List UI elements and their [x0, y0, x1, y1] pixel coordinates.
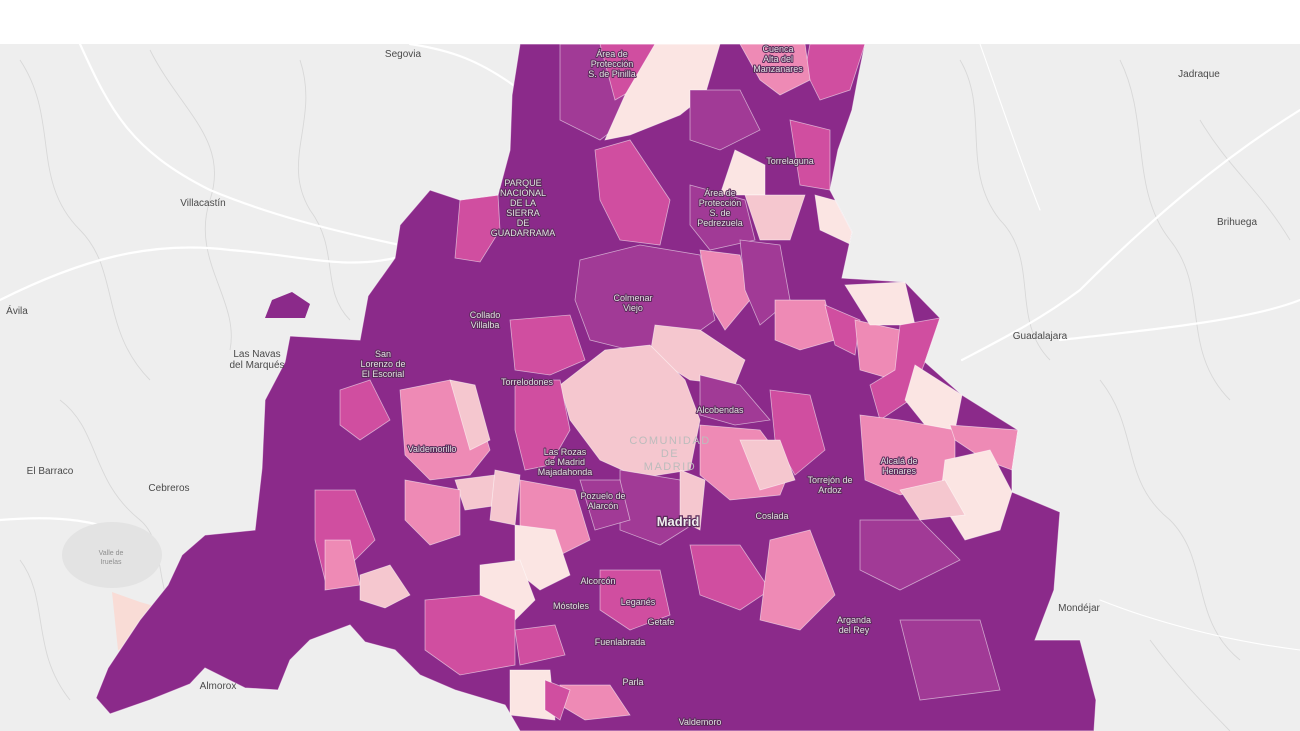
terrain-lines: [19, 49, 1291, 731]
municipality-exclave[interactable]: [265, 292, 310, 318]
road-network: [0, 44, 1300, 651]
place-label-inside[interactable]: Fuenlabrada: [594, 636, 647, 648]
place-label-outside[interactable]: Mondéjar: [1058, 603, 1100, 614]
municipality[interactable]: [594, 139, 671, 246]
place-label-inside[interactable]: Leganés: [620, 596, 657, 608]
municipality[interactable]: [339, 379, 391, 441]
place-label-inside[interactable]: Las Rozas de Madrid Majadahonda: [537, 446, 594, 478]
place-label-inside[interactable]: Coslada: [754, 510, 789, 522]
municipality[interactable]: [544, 679, 571, 721]
inside-place-labels: Área de Protección S. de Pinilla Cuenca Alta…: [359, 44, 918, 728]
municipality[interactable]: [699, 374, 771, 426]
top-white-band: [0, 0, 1300, 44]
municipality[interactable]: [489, 469, 521, 526]
municipality[interactable]: [739, 439, 796, 491]
park-label: Valle de Iruelas: [99, 550, 124, 566]
region-label: COMUNIDAD DE MADRID: [629, 435, 710, 473]
place-label-outside[interactable]: Segovia: [385, 49, 422, 60]
place-label-inside[interactable]: San Lorenzo de El Escorial: [359, 348, 406, 380]
place-label-outside[interactable]: El Barraco: [27, 466, 74, 477]
municipality[interactable]: [689, 184, 756, 251]
municipality[interactable]: [449, 379, 491, 451]
municipality[interactable]: [739, 44, 811, 96]
municipality[interactable]: [604, 44, 721, 141]
municipality[interactable]: [424, 594, 516, 676]
place-label-inside[interactable]: Getafe: [646, 616, 675, 628]
place-label-inside[interactable]: Área de Protección S. de Pedrezuela: [696, 187, 744, 229]
municipality[interactable]: [744, 194, 806, 241]
municipality[interactable]: [509, 669, 556, 721]
place-label-inside[interactable]: Alcorcón: [579, 575, 616, 587]
municipality[interactable]: [774, 299, 836, 351]
municipality[interactable]: [514, 624, 566, 666]
place-label-inside[interactable]: Cuenca Alta del Manzanares: [752, 44, 804, 75]
capital-label[interactable]: Madrid: [655, 513, 700, 530]
place-label-inside[interactable]: Torrejón de Ardoz: [806, 474, 853, 496]
municipality[interactable]: [579, 479, 631, 531]
place-label-inside[interactable]: Arganda del Rey: [836, 614, 872, 636]
municipality[interactable]: [899, 619, 1001, 701]
place-label-inside[interactable]: Colmenar Viejo: [612, 292, 653, 314]
place-label-inside[interactable]: Valdemoro: [678, 716, 723, 728]
place-label-outside[interactable]: Almorox: [200, 681, 237, 692]
place-label-inside[interactable]: Torrelodones: [500, 376, 555, 388]
place-label-outside[interactable]: Las Navas del Marqués: [229, 349, 284, 371]
place-label-inside[interactable]: Parla: [621, 676, 644, 688]
municipality[interactable]: [689, 544, 771, 611]
place-label-inside[interactable]: Área de Protección S. de Pinilla: [587, 48, 637, 80]
park-area: [62, 522, 162, 588]
municipality[interactable]: [824, 304, 861, 356]
place-label-outside[interactable]: Brihuega: [1217, 217, 1257, 228]
municipality[interactable]: [514, 379, 571, 471]
municipality[interactable]: [679, 469, 706, 531]
municipality[interactable]: [899, 479, 966, 521]
place-label-inside[interactable]: Móstoles: [552, 600, 591, 612]
place-label-inside[interactable]: Collado Villalba: [469, 309, 502, 331]
municipality[interactable]: [559, 344, 701, 479]
municipality[interactable]: [759, 529, 836, 631]
place-label-outside[interactable]: Cebreros: [148, 483, 189, 494]
municipality[interactable]: [949, 424, 1019, 471]
map-canvas[interactable]: Segovia Jadraque Villacastín Brihuega Ávila G…: [0, 44, 1300, 731]
place-label-inside[interactable]: Valdemorillo: [407, 443, 458, 455]
municipality[interactable]: [359, 564, 411, 609]
place-label-outside[interactable]: Villacastín: [180, 198, 225, 209]
place-label-inside[interactable]: PARQUE NACIONAL DE LA SIERRA DE GUADARRAMA: [490, 177, 557, 239]
place-label-inside[interactable]: Alcalá de Henares: [879, 455, 918, 477]
outside-place-labels: Segovia Jadraque Villacastín Brihuega Ávila G…: [6, 49, 1257, 692]
municipality[interactable]: [509, 314, 586, 376]
place-label-outside[interactable]: Jadraque: [1178, 69, 1220, 80]
place-label-inside[interactable]: Torrelaguna: [765, 155, 815, 167]
place-label-outside[interactable]: Guadalajara: [1013, 331, 1068, 342]
municipality[interactable]: [599, 569, 671, 631]
place-label-inside[interactable]: Alcobendas: [695, 404, 745, 416]
municipality[interactable]: [404, 479, 461, 546]
map-container[interactable]: Segovia Jadraque Villacastín Brihuega Ávila G…: [0, 44, 1300, 731]
municipality[interactable]: [859, 519, 961, 591]
place-label-outside[interactable]: Ávila: [6, 304, 28, 317]
municipality[interactable]: [689, 89, 761, 151]
place-label-inside[interactable]: Pozuelo de Alarcón: [579, 490, 626, 512]
